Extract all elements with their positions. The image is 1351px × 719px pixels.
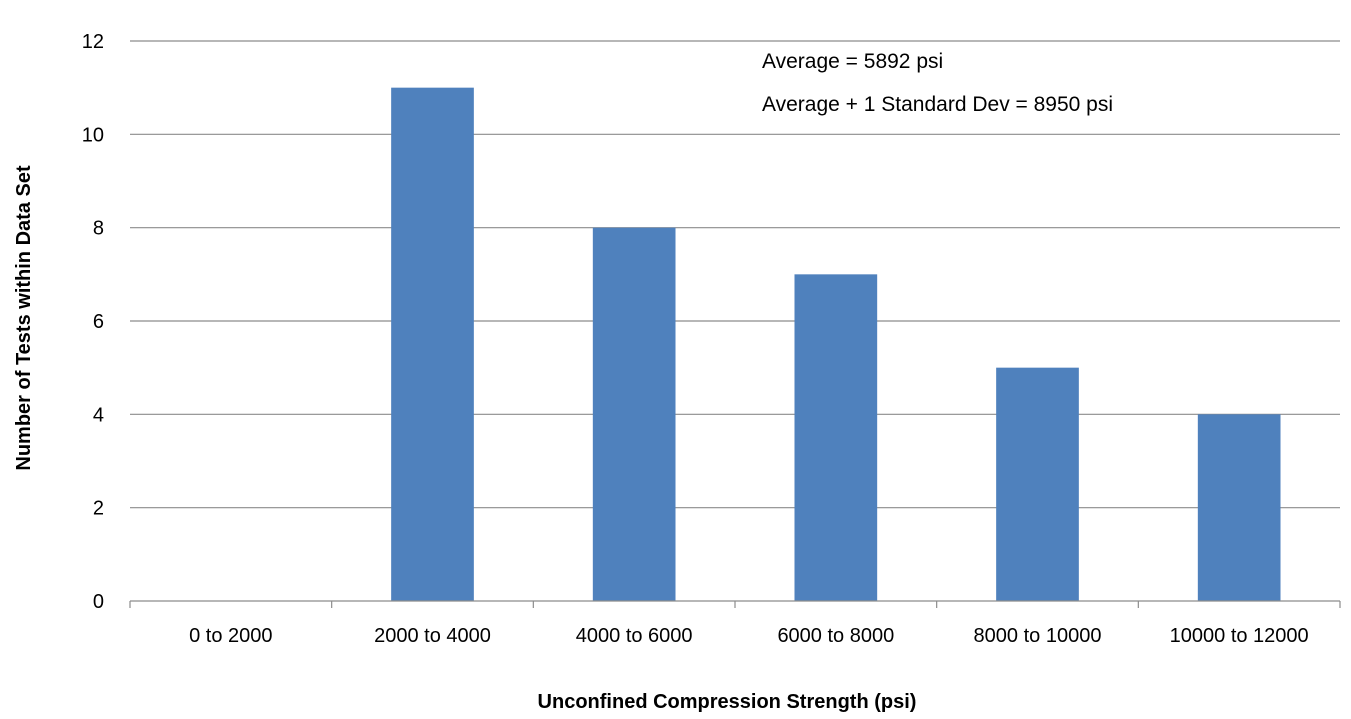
bar [996, 367, 1079, 601]
y-axis-title: Number of Tests within Data Set [13, 165, 35, 471]
annotation-average: Average = 5892 psi [762, 50, 943, 73]
x-tick-label: 6000 to 8000 [777, 625, 894, 647]
y-tick-label: 12 [82, 31, 104, 53]
x-tick-label: 10000 to 12000 [1170, 625, 1309, 647]
bar [592, 227, 676, 601]
y-tick-label: 10 [82, 124, 104, 146]
x-tick-label: 4000 to 6000 [576, 625, 693, 647]
x-tick-label: 0 to 2000 [189, 625, 272, 647]
axes [129, 600, 1341, 608]
y-tick-label: 4 [93, 404, 104, 426]
y-tick-label: 6 [93, 311, 104, 333]
bar [1197, 414, 1281, 601]
x-tick-labels: 0 to 2000 2000 to 4000 4000 to 6000 6000 to… [189, 625, 1309, 647]
bar [794, 274, 878, 601]
bars [391, 87, 1281, 601]
y-tick-label: 0 [93, 591, 104, 613]
x-axis-title: Unconfined Compression Strength (psi) [538, 691, 917, 713]
gridlines [130, 40, 1340, 509]
bar [391, 87, 474, 601]
y-tick-label: 8 [93, 218, 104, 240]
y-tick-label: 2 [93, 498, 104, 520]
x-tick-label: 2000 to 4000 [374, 625, 491, 647]
y-tick-labels: 0 2 4 6 8 10 12 [82, 31, 104, 613]
x-tick-label: 8000 to 10000 [974, 625, 1102, 647]
annotation-average-plus-sd: Average + 1 Standard Dev = 8950 psi [762, 93, 1113, 116]
